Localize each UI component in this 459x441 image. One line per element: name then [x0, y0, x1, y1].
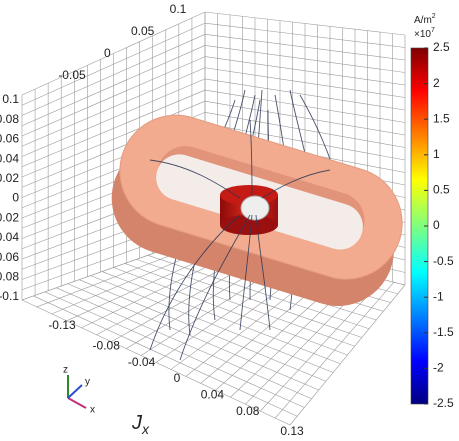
triad-label: x [90, 405, 95, 416]
triad-label: z [63, 365, 68, 376]
x-tick-label: -0.13 [48, 318, 76, 332]
plot: z y x Jx A/m2 ×107 0.10.080.060.040.020-… [0, 0, 459, 441]
y-tick-label: 0.05 [131, 24, 155, 38]
y-tick-label: 0 [104, 46, 111, 60]
colorbar-tick-label: 2.5 [433, 40, 450, 54]
x-tick-label: 0 [174, 371, 181, 385]
quantity-subscript: x [141, 421, 150, 437]
x-tick-label: -0.08 [93, 339, 121, 353]
triad-label: y [85, 377, 90, 388]
quantity-label: Jx [131, 412, 150, 436]
z-tick-label: 0.1 [2, 92, 19, 106]
colorbar-tick-label: 1.5 [433, 111, 450, 125]
colorbar-tick-label: 2 [433, 76, 440, 90]
z-tick-label: 0.02 [0, 171, 19, 185]
x-tick-label: 0.08 [236, 404, 260, 418]
z-tick-label: -0.06 [0, 250, 19, 264]
x-tick-label: -0.04 [128, 355, 156, 369]
colorbar-unit: A/m2 [414, 13, 436, 26]
unit: A/m [414, 15, 432, 26]
colorbar-tick-label: -2 [433, 361, 444, 375]
colorbar-tick-label: -1 [433, 289, 444, 303]
triad: z y x [63, 365, 95, 416]
page: {"colorbar": {"unit": "A/m", "unit_expon… [0, 0, 459, 441]
z-tick-label: -0.04 [0, 230, 19, 244]
scale: ×10 [414, 29, 431, 40]
y-tick-label: -0.05 [58, 68, 86, 82]
unit-exponent: 2 [432, 13, 436, 20]
colorbar-tick-label: 0.5 [433, 183, 450, 197]
z-tick-label: 0.04 [0, 151, 19, 165]
x-tick-label: 0.13 [280, 424, 304, 438]
z-tick-label: 0.06 [0, 132, 19, 146]
z-tick-label: 0 [12, 191, 19, 205]
z-tick-label: -0.1 [0, 289, 19, 303]
y-tick-label: 0.1 [170, 2, 187, 16]
colorbar-tick-label: -1.5 [433, 325, 454, 339]
x-tick-label: 0.04 [201, 387, 225, 401]
colorbar-tick-label: -2.5 [433, 396, 454, 410]
colorbar-tick-label: 0 [433, 218, 440, 232]
colorbar-tick-label: 1 [433, 147, 440, 161]
z-tick-label: -0.08 [0, 269, 19, 283]
scale-exponent: 7 [431, 27, 435, 34]
coil [220, 185, 278, 235]
grid-line [290, 285, 405, 425]
z-tick-label: -0.02 [0, 210, 19, 224]
colorbar-tick-label: -0.5 [433, 254, 454, 268]
z-tick-label: 0.08 [0, 112, 19, 126]
colorbar-scale: ×107 [414, 27, 435, 40]
